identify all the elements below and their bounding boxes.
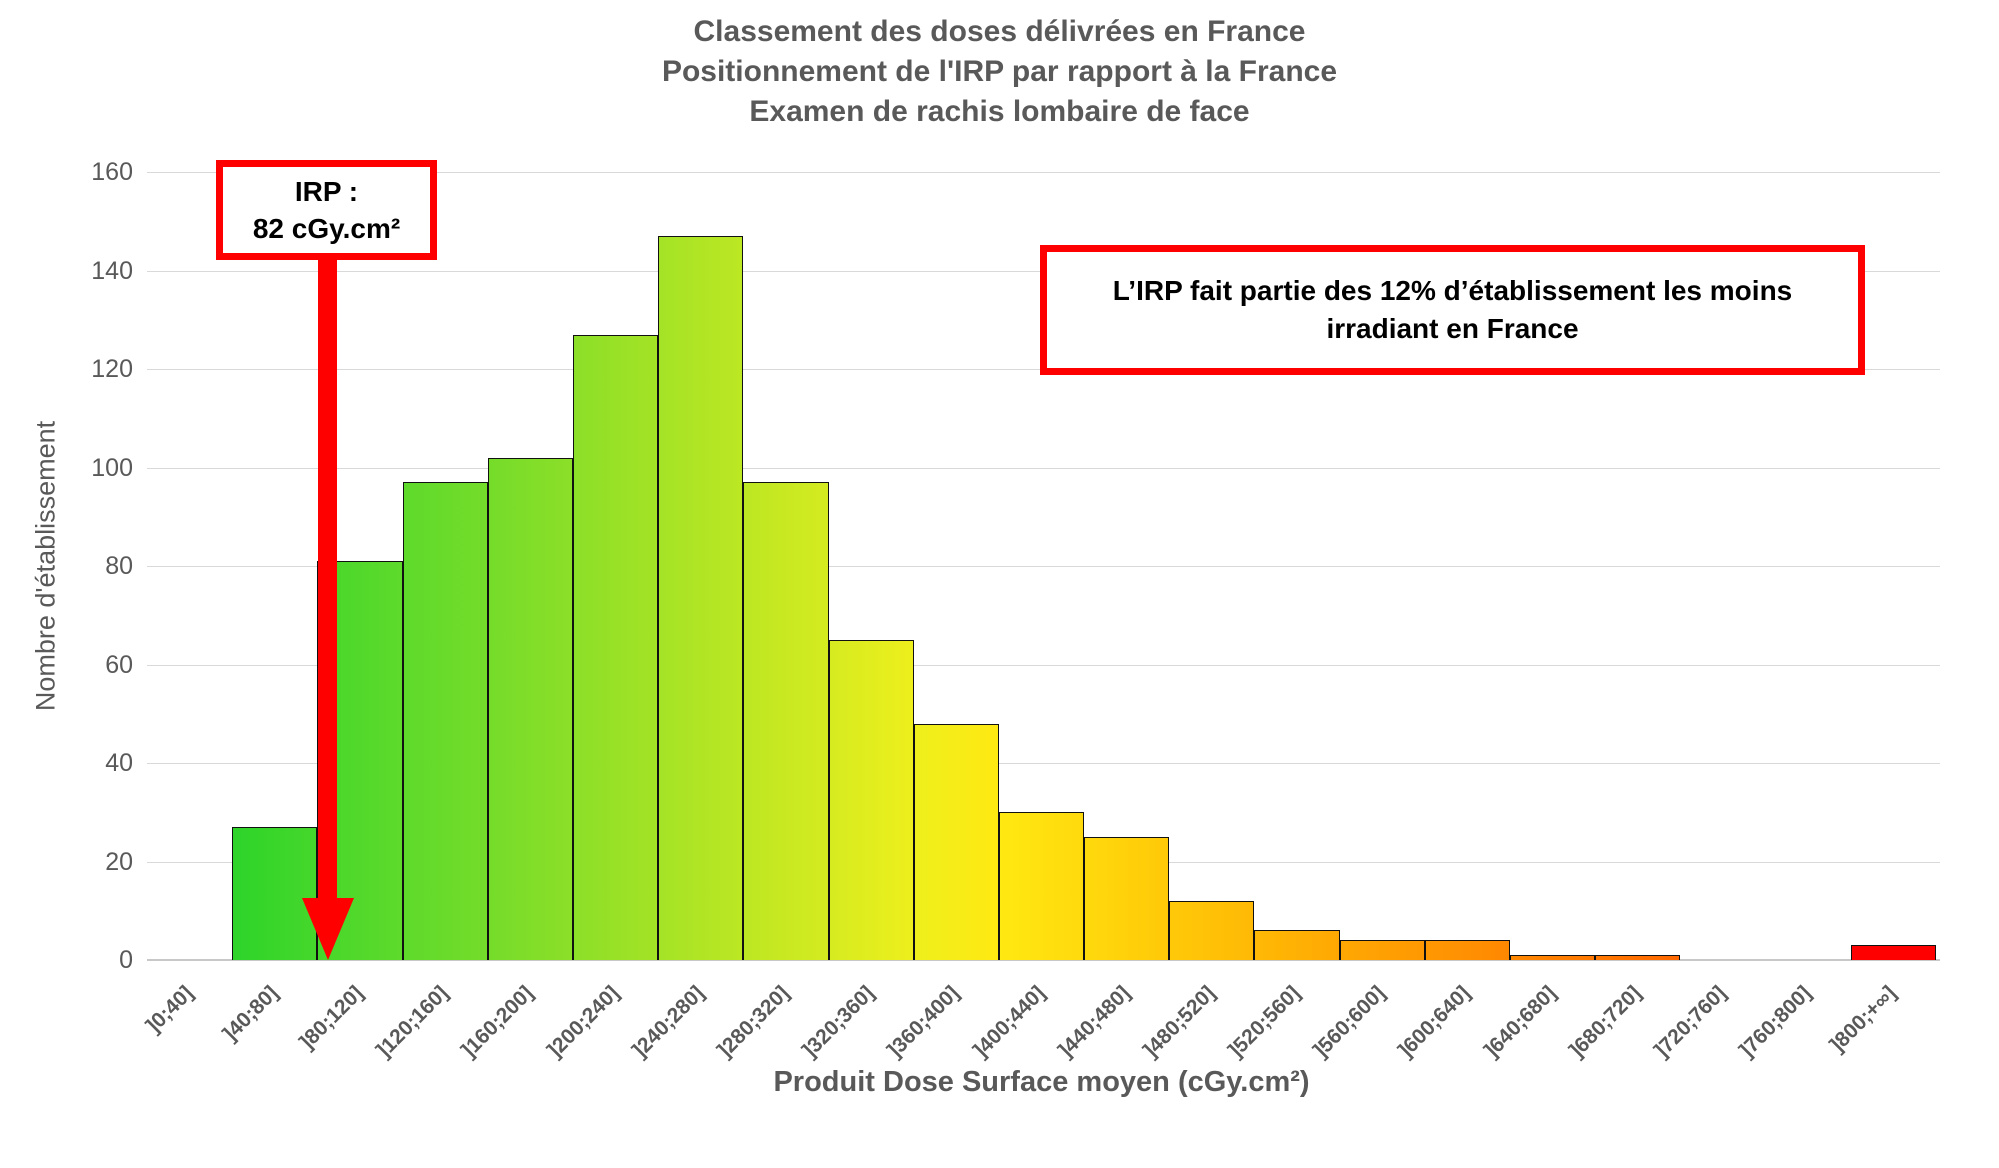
gridline: [147, 172, 1940, 173]
chart-title-line1: Classement des doses délivrées en France: [693, 15, 1306, 48]
gridline: [147, 566, 1940, 567]
y-tick-label: 0: [119, 946, 133, 974]
y-tick-label: 120: [91, 355, 133, 383]
bar-]800;+∞]: [1850, 945, 1936, 960]
bar-]520;560]: [1254, 930, 1340, 960]
note-annotation-line2: irradiant en France: [1326, 313, 1579, 344]
y-tick-label: 160: [91, 158, 133, 186]
bar-]680;720]: [1595, 955, 1681, 960]
bar-]120;160]: [402, 482, 488, 960]
note-annotation-line1: L’IRP fait partie des 12% d’établissemen…: [1112, 275, 1793, 306]
gridline: [147, 467, 1940, 469]
bar-]600;640]: [1424, 940, 1511, 960]
bar-]640;680]: [1510, 955, 1596, 960]
chart-title-line2: Positionnement de l'IRP par rapport à la…: [661, 55, 1338, 88]
bar-]160;200]: [487, 457, 573, 960]
y-tick-label: 40: [105, 749, 133, 777]
chart-title: Classement des doses délivrées en France…: [0, 12, 1999, 132]
chart-canvas: Classement des doses délivrées en France…: [0, 12, 1999, 1098]
gridline: [147, 664, 1940, 666]
bar-]320;360]: [828, 639, 914, 960]
bar-]440;480]: [1084, 836, 1170, 960]
irp-annotation-line2: 82 cGy.cm²: [252, 213, 401, 244]
bar-]560;600]: [1339, 940, 1425, 960]
bar-]360;400]: [913, 723, 999, 960]
x-axis-title: Produit Dose Surface moyen (cGy.cm²): [773, 1066, 1310, 1098]
irp-annotation-box: IRP : 82 cGy.cm²: [216, 160, 437, 260]
x-axis-line: [147, 959, 1940, 961]
irp-arrow-shaft: [318, 258, 337, 910]
bar-]200;240]: [572, 334, 659, 960]
bar-]240;280]: [658, 236, 744, 960]
bar-]280;320]: [743, 482, 829, 960]
y-tick-label: 140: [91, 256, 133, 285]
irp-annotation-line1: IRP :: [294, 176, 359, 207]
chart-title-line3: Examen de rachis lombaire de face: [749, 95, 1250, 128]
gridline: [147, 763, 1940, 764]
y-tick-label: 60: [105, 650, 133, 679]
bar-]400;440]: [998, 812, 1085, 960]
y-tick-label: 100: [91, 453, 133, 482]
y-tick-label: 80: [105, 552, 133, 580]
irp-arrow-head-icon: [302, 898, 354, 960]
bar-]480;520]: [1169, 900, 1255, 960]
note-annotation-box: L’IRP fait partie des 12% d’établissemen…: [1040, 245, 1865, 375]
y-tick-label: 20: [105, 847, 133, 876]
